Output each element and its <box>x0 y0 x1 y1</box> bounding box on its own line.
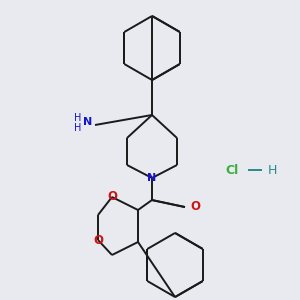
Text: N: N <box>83 117 93 127</box>
Text: O: O <box>93 233 103 247</box>
Text: H: H <box>74 123 82 133</box>
Text: H: H <box>74 113 82 123</box>
Text: Cl: Cl <box>225 164 239 176</box>
Text: O: O <box>190 200 200 214</box>
Text: H: H <box>267 164 277 176</box>
Text: N: N <box>147 173 157 183</box>
Text: O: O <box>107 190 117 203</box>
